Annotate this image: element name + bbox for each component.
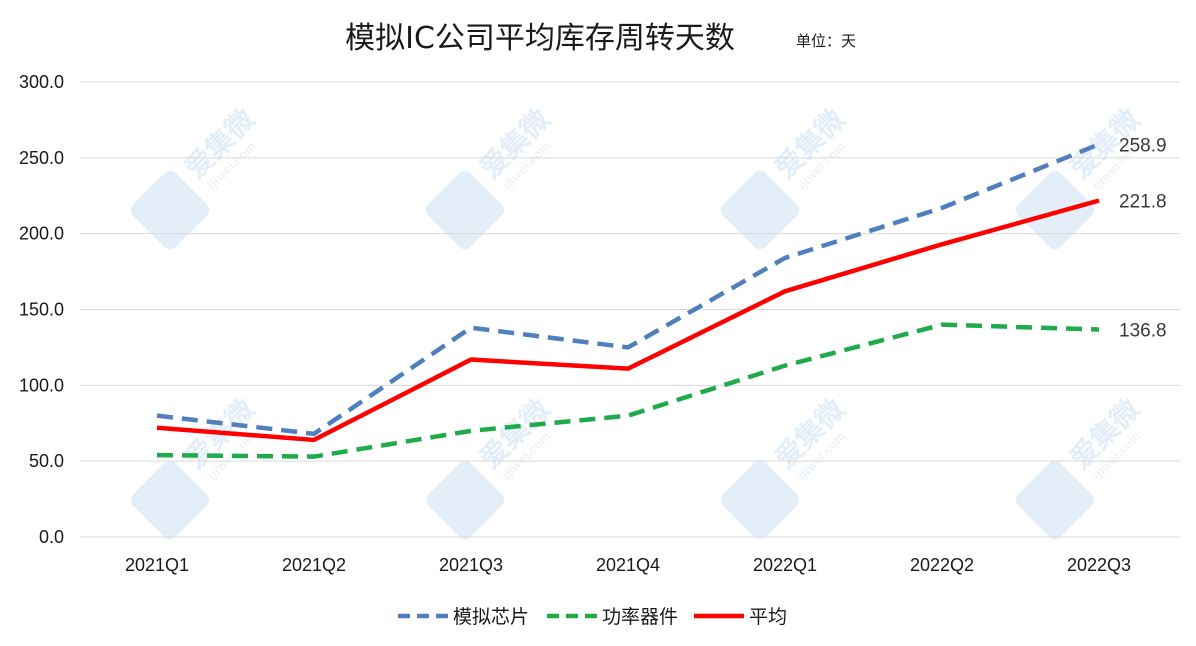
chart-title: 模拟IC公司平均库存周转天数 [345, 21, 735, 56]
data-label: 258.9 [1119, 135, 1167, 156]
watermark-icon [720, 460, 800, 540]
data-label: 136.8 [1119, 321, 1167, 342]
gridlines [80, 81, 1180, 538]
watermark-icon [1015, 460, 1095, 540]
x-tick-label: 2021Q3 [439, 555, 503, 575]
x-tick-label: 2022Q3 [1067, 555, 1131, 575]
y-tick-label: 150.0 [19, 300, 64, 320]
y-tick-label: 100.0 [19, 375, 64, 395]
y-tick-label: 0.0 [39, 527, 64, 547]
watermark-icon [425, 460, 505, 540]
legend-label: 模拟芯片 [453, 606, 529, 628]
watermark-icon [130, 170, 210, 250]
series-line-平均 [156, 198, 1100, 443]
x-tick-label: 2022Q1 [753, 555, 817, 575]
x-axis: 2021Q1 2021Q2 2021Q3 2021Q4 2022Q1 2022Q2 2022… [125, 555, 1131, 575]
data-label: 221.8 [1119, 192, 1167, 213]
x-tick-label: 2021Q1 [125, 555, 189, 575]
watermark-icon [130, 460, 210, 540]
legend-label: 功率器件 [602, 606, 678, 628]
y-tick-label: 50.0 [29, 451, 64, 471]
watermark-icon [425, 170, 505, 250]
data-labels: 258.9 136.8 221.8 [1119, 135, 1167, 341]
y-tick-label: 300.0 [19, 72, 64, 92]
series-lines [156, 142, 1100, 459]
y-tick-label: 250.0 [19, 148, 64, 168]
series-line-功率器件 [156, 322, 1100, 459]
legend: 模拟芯片 功率器件 平均 [398, 606, 787, 628]
legend-label: 平均 [749, 606, 787, 628]
watermark-icon [720, 170, 800, 250]
y-axis: 0.0 50.0 100.0 150.0 200.0 250.0 300.0 [19, 72, 64, 547]
series-line-模拟芯片 [156, 142, 1100, 437]
y-tick-label: 200.0 [19, 224, 64, 244]
watermark-icon [1015, 170, 1095, 250]
x-tick-label: 2021Q2 [282, 555, 346, 575]
x-tick-label: 2022Q2 [910, 555, 974, 575]
x-tick-label: 2021Q4 [596, 555, 660, 575]
chart-unit: 单位：天 [796, 32, 856, 50]
